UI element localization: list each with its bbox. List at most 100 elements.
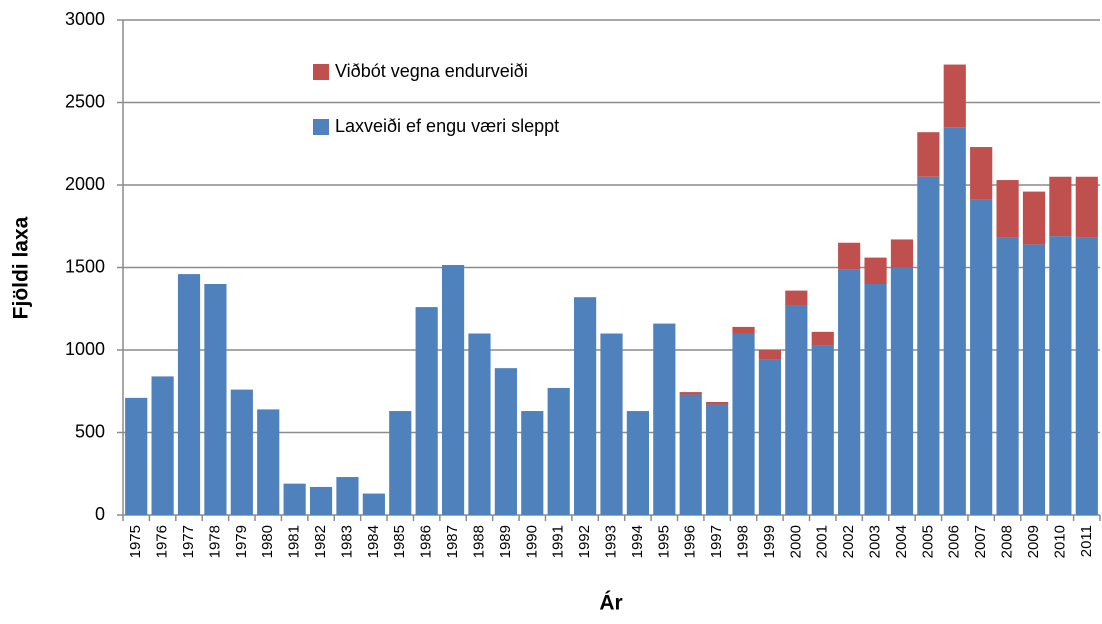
bar-segment (864, 257, 887, 284)
bar-segment (943, 127, 966, 515)
bar-segment (838, 269, 861, 515)
y-tick-label: 2500 (65, 91, 105, 111)
x-tick-label: 1996 (682, 525, 699, 558)
x-tick-label: 2007 (972, 525, 989, 558)
bar-segment (125, 397, 148, 515)
bar-segment (1075, 176, 1098, 238)
bar-segment (1075, 237, 1098, 516)
bar-segment (996, 180, 1019, 238)
x-tick-label: 1997 (708, 525, 725, 558)
bar-segment (706, 401, 729, 405)
bar-segment (521, 411, 544, 515)
legend-label: Laxveiði ef engu væri sleppt (335, 116, 559, 136)
bar-segment (970, 199, 993, 515)
x-tick-label: 1976 (154, 525, 171, 558)
x-tick-label: 1993 (602, 525, 619, 558)
bar-segment (785, 305, 808, 515)
bar-segment (653, 323, 676, 515)
bar-segment (362, 493, 385, 515)
bar-segment (996, 237, 1019, 516)
bar-segment (811, 345, 834, 515)
bar-segment (574, 297, 597, 515)
x-tick-label: 2004 (893, 525, 910, 558)
bar-segment (679, 392, 702, 395)
bar-segment (970, 147, 993, 200)
x-tick-label: 1986 (418, 525, 435, 558)
bar-segment (679, 394, 702, 515)
bar-segment (389, 411, 412, 515)
bar-segment (758, 359, 782, 515)
bar-segment (230, 389, 253, 515)
legend-swatch (313, 64, 329, 80)
x-tick-label: 2008 (999, 525, 1016, 558)
y-tick-label: 0 (95, 504, 105, 524)
bar-segment (811, 331, 834, 346)
x-tick-label: 1988 (470, 525, 487, 558)
x-tick-label: 1990 (523, 525, 540, 558)
x-tick-label: 1994 (629, 525, 646, 558)
bar-segment (283, 483, 306, 515)
y-tick-label: 3000 (65, 9, 105, 29)
x-tick-label: 1985 (391, 525, 408, 558)
x-tick-label: 2003 (867, 525, 884, 558)
bar-segment (626, 411, 649, 515)
bar-segment (336, 477, 359, 515)
bar-segment (706, 404, 729, 515)
x-tick-label: 2000 (787, 525, 804, 558)
legend-swatch (313, 119, 329, 135)
x-tick-label: 2002 (840, 525, 857, 558)
x-tick-label: 1981 (286, 525, 303, 558)
bar-segment (732, 326, 755, 334)
x-tick-label: 2001 (814, 525, 831, 558)
legend-label: Viðbót vegna endurveiði (335, 61, 528, 81)
bar-segment (441, 265, 465, 515)
x-tick-label: 1977 (180, 525, 197, 558)
y-tick-label: 1500 (65, 256, 105, 276)
bar-segment (1049, 236, 1072, 515)
x-tick-label: 1989 (497, 525, 514, 558)
bar-segment (257, 409, 280, 515)
bar-segment (943, 64, 966, 128)
bar-segment (151, 376, 174, 515)
bar-segment (204, 284, 227, 515)
bar-segment (785, 290, 808, 306)
x-tick-label: 1992 (576, 525, 593, 558)
x-tick-label: 1999 (761, 525, 778, 558)
bar-segment (838, 242, 861, 270)
x-tick-label: 1982 (312, 525, 329, 558)
y-tick-label: 2000 (65, 174, 105, 194)
y-tick-label: 500 (75, 421, 105, 441)
x-tick-label: 1975 (127, 525, 144, 558)
x-tick-label: 1979 (233, 525, 250, 558)
bar-segment (547, 387, 570, 515)
x-tick-label: 1984 (365, 525, 382, 558)
bar-segment (177, 274, 201, 515)
bar-segment (758, 350, 782, 360)
x-tick-label: 1995 (655, 525, 672, 558)
y-axis-title: Fjöldi laxa (10, 216, 33, 319)
x-tick-label: 2010 (1051, 525, 1068, 558)
y-tick-label: 1000 (65, 339, 105, 359)
bar-segment (864, 284, 887, 515)
bar-segment (468, 333, 491, 515)
bar-segment (1022, 191, 1046, 245)
bar-segment (732, 333, 755, 515)
bar-segment (600, 333, 623, 515)
x-tick-label: 1980 (259, 525, 276, 558)
bar-segment (1022, 244, 1046, 515)
bar-segment (917, 176, 940, 515)
x-tick-label: 2009 (1025, 525, 1042, 558)
bar-segment (309, 486, 333, 515)
bar-segment (890, 267, 914, 515)
bar-segment (1049, 176, 1072, 237)
x-tick-label: 2006 (946, 525, 963, 558)
bar-segment (494, 368, 517, 515)
x-tick-label: 2005 (919, 525, 936, 558)
x-tick-label: 2011 (1078, 525, 1095, 557)
x-tick-label: 1991 (550, 525, 567, 558)
bar-segment (415, 307, 438, 515)
bar-segment (917, 132, 940, 177)
x-tick-label: 1983 (338, 525, 355, 558)
x-tick-label: 1987 (444, 525, 461, 558)
